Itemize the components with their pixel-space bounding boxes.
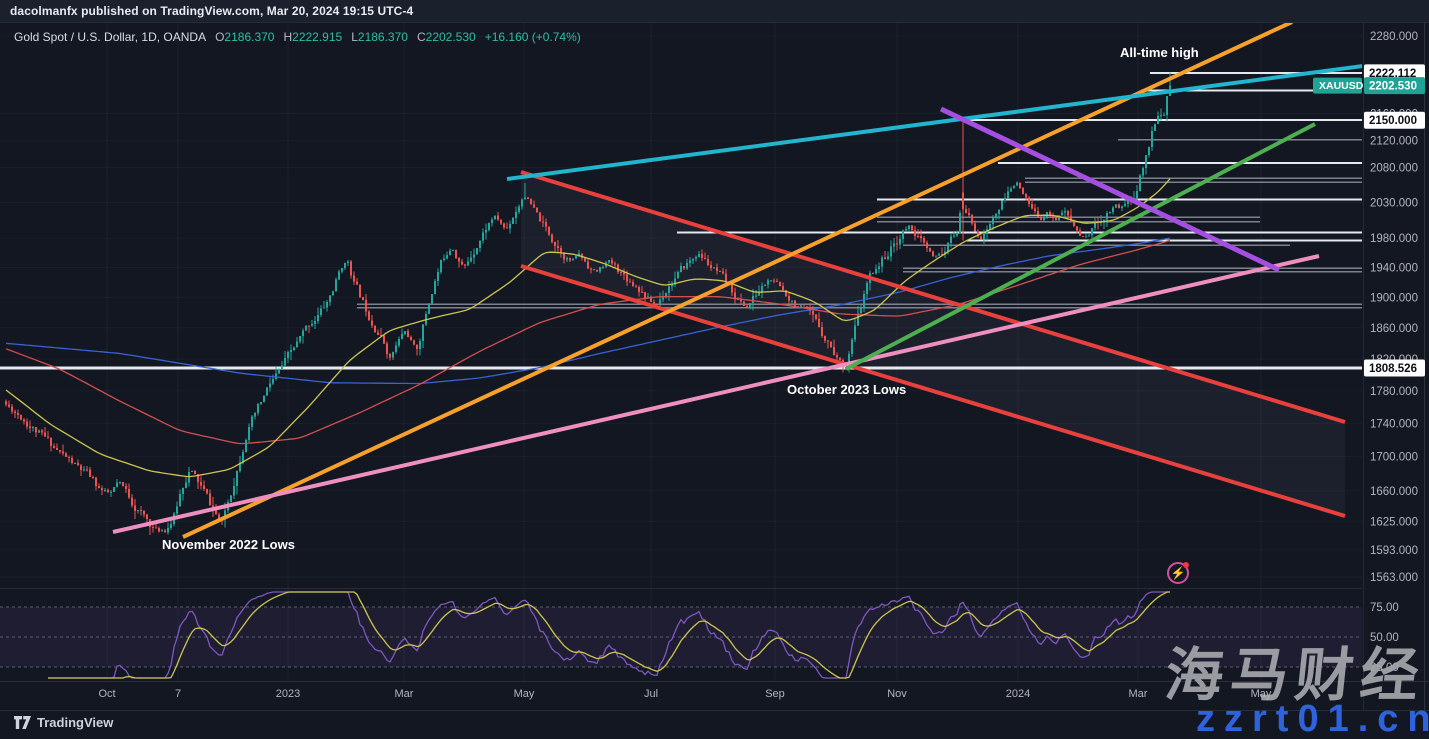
time-axis-label: Mar <box>1128 688 1148 700</box>
trendline-green-uptrend <box>845 122 1316 371</box>
tradingview-logo[interactable]: TradingView <box>13 714 113 731</box>
price-axis-label: 1625.000 <box>1370 516 1418 528</box>
horizontal-levels <box>0 71 1362 370</box>
watermark-url: zzrt01.cn <box>1196 698 1429 739</box>
rsi-axis-label: 50.00 <box>1370 632 1399 644</box>
rsi-panel <box>0 591 1362 679</box>
ma-blue-slow <box>5 237 1171 385</box>
price-axis-label: 1980.000 <box>1370 233 1418 245</box>
symbol-legend[interactable]: Gold Spot / U.S. Dollar, 1D, OANDA O2186… <box>14 30 581 44</box>
time-axis-label: May <box>1250 688 1272 700</box>
price-axis-label: 1563.000 <box>1370 572 1418 584</box>
price-axis-label: 1940.000 <box>1370 262 1418 274</box>
time-axis-label: Mar <box>394 688 414 700</box>
time-axis-label: Oct <box>98 688 116 700</box>
price-axis-label: 2120.000 <box>1370 135 1418 147</box>
ohlc-values: O2186.370 H2222.915 L2186.370 C2202.530 <box>206 30 476 44</box>
trendline-red-channel-lower <box>520 264 1346 518</box>
symbol-title: Gold Spot / U.S. Dollar, 1D, OANDA <box>14 30 207 44</box>
svg-text:2222.112: 2222.112 <box>1369 68 1416 80</box>
ohlc-c: C2202.530 <box>416 30 476 44</box>
price-axis-label: 1860.000 <box>1370 323 1418 335</box>
trendline-pink-uptrend <box>112 254 1320 534</box>
svg-text:2150.000: 2150.000 <box>1369 115 1417 127</box>
time-axis-label: Nov <box>887 688 907 700</box>
price-axis-label: 1593.000 <box>1370 545 1418 557</box>
rsi-line <box>48 591 1170 679</box>
candlestick-series <box>5 72 1172 535</box>
svg-text:1808.526: 1808.526 <box>1369 363 1417 375</box>
tradingview-logo-icon <box>14 716 31 729</box>
price-axis-label: 1660.000 <box>1370 486 1418 498</box>
price-axis-label: 1780.000 <box>1370 386 1418 398</box>
change-value: +16.160 (+0.74%) <box>484 30 581 44</box>
price-axis-label: 1900.000 <box>1370 292 1418 304</box>
annotation-label: November 2022 Lows <box>162 537 295 552</box>
publish-text: dacolmanfx published on TradingView.com,… <box>10 4 414 18</box>
rsi-smoothed-line <box>48 591 1170 679</box>
price-axis-label: 2280.000 <box>1370 31 1418 43</box>
symbol-badge <box>1313 77 1362 94</box>
time-axis-label: May <box>513 688 535 700</box>
flash-reaction-icon[interactable]: ⚡ <box>1167 562 1189 584</box>
time-axis-label: 2023 <box>275 688 301 700</box>
tradingview-logo-text: TradingView <box>37 715 114 730</box>
trendline-cyan-resistance <box>506 64 1362 181</box>
time-axis-label: Sep <box>765 688 785 700</box>
price-axis-label: 2030.000 <box>1370 197 1418 209</box>
publish-bar: dacolmanfx published on TradingView.com,… <box>0 0 1429 23</box>
trendline-purple-downtrend <box>939 106 1281 273</box>
trendline-red-channel-upper <box>520 170 1346 424</box>
svg-text:2202.530: 2202.530 <box>1369 81 1417 93</box>
trendlines[interactable] <box>112 22 1363 539</box>
ohlc-h: H2222.915 <box>283 30 343 44</box>
rsi-axis-label: 75.00 <box>1370 602 1399 614</box>
price-axis-label: 1740.000 <box>1370 418 1418 430</box>
annotation-label: All-time high <box>1120 45 1199 60</box>
price-axis-label: 1700.000 <box>1370 452 1418 464</box>
ma-yellow-fast <box>5 178 1171 478</box>
notification-dot <box>1183 562 1189 568</box>
ohlc-l: L2186.370 <box>351 30 408 44</box>
svg-text:XAUUSD: XAUUSD <box>1319 80 1364 92</box>
rsi-axis-label: 25.00 <box>1370 662 1399 674</box>
annotation-label: October 2023 Lows <box>787 382 907 397</box>
trendline-orange-uptrend <box>182 23 1293 539</box>
time-axis-label: Jul <box>643 688 659 700</box>
price-axis-label: 2080.000 <box>1370 163 1418 175</box>
time-axis-label: 7 <box>174 688 182 700</box>
ohlc-o: O2186.370 <box>215 30 275 44</box>
time-axis-label: 2024 <box>1005 688 1031 700</box>
